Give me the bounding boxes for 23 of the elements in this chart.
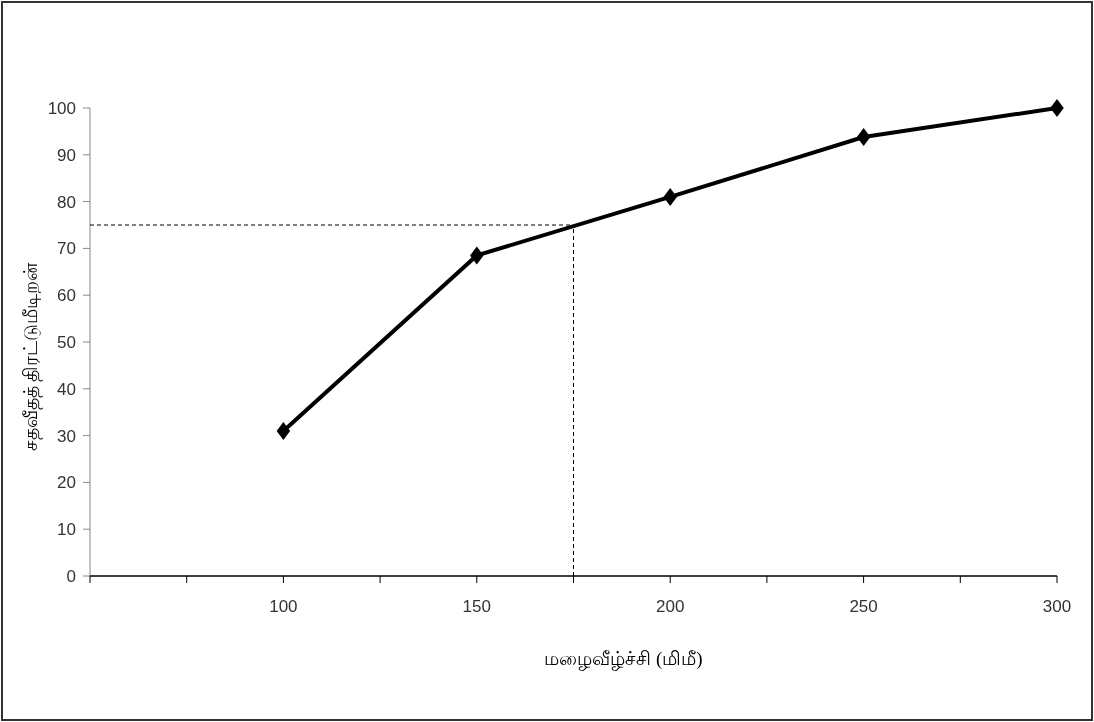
y-tick-label: 0	[66, 567, 76, 586]
point	[470, 246, 484, 265]
y-tick-label: 100	[47, 99, 76, 118]
x-tick-label: 300	[1042, 597, 1072, 616]
x-tick-label: 150	[462, 597, 491, 616]
y-tick-label: 80	[57, 192, 76, 212]
point	[276, 421, 291, 440]
point	[663, 187, 677, 206]
x-tick-label: 100	[269, 597, 298, 616]
y-tick-label: 30	[57, 426, 76, 446]
y-tick-label: 70	[57, 239, 76, 259]
y-tick-label: 50	[57, 333, 76, 352]
x-tick-label: 200	[656, 597, 685, 616]
point	[856, 128, 871, 147]
point	[1050, 99, 1064, 117]
y-tick-label: 40	[57, 379, 76, 399]
y-tick-label: 20	[57, 473, 76, 493]
y-axis-title: சதவீதத் திரட்டுமீடிறன்	[20, 261, 43, 452]
x-tick-label: 250	[849, 597, 878, 616]
y-tick-label: 10	[57, 520, 76, 540]
y-tick-label: 90	[57, 145, 76, 165]
x-axis-title: மழைவீழ்ச்சி (மிமீ)	[544, 648, 703, 671]
y-tick-label: 60	[57, 286, 76, 306]
